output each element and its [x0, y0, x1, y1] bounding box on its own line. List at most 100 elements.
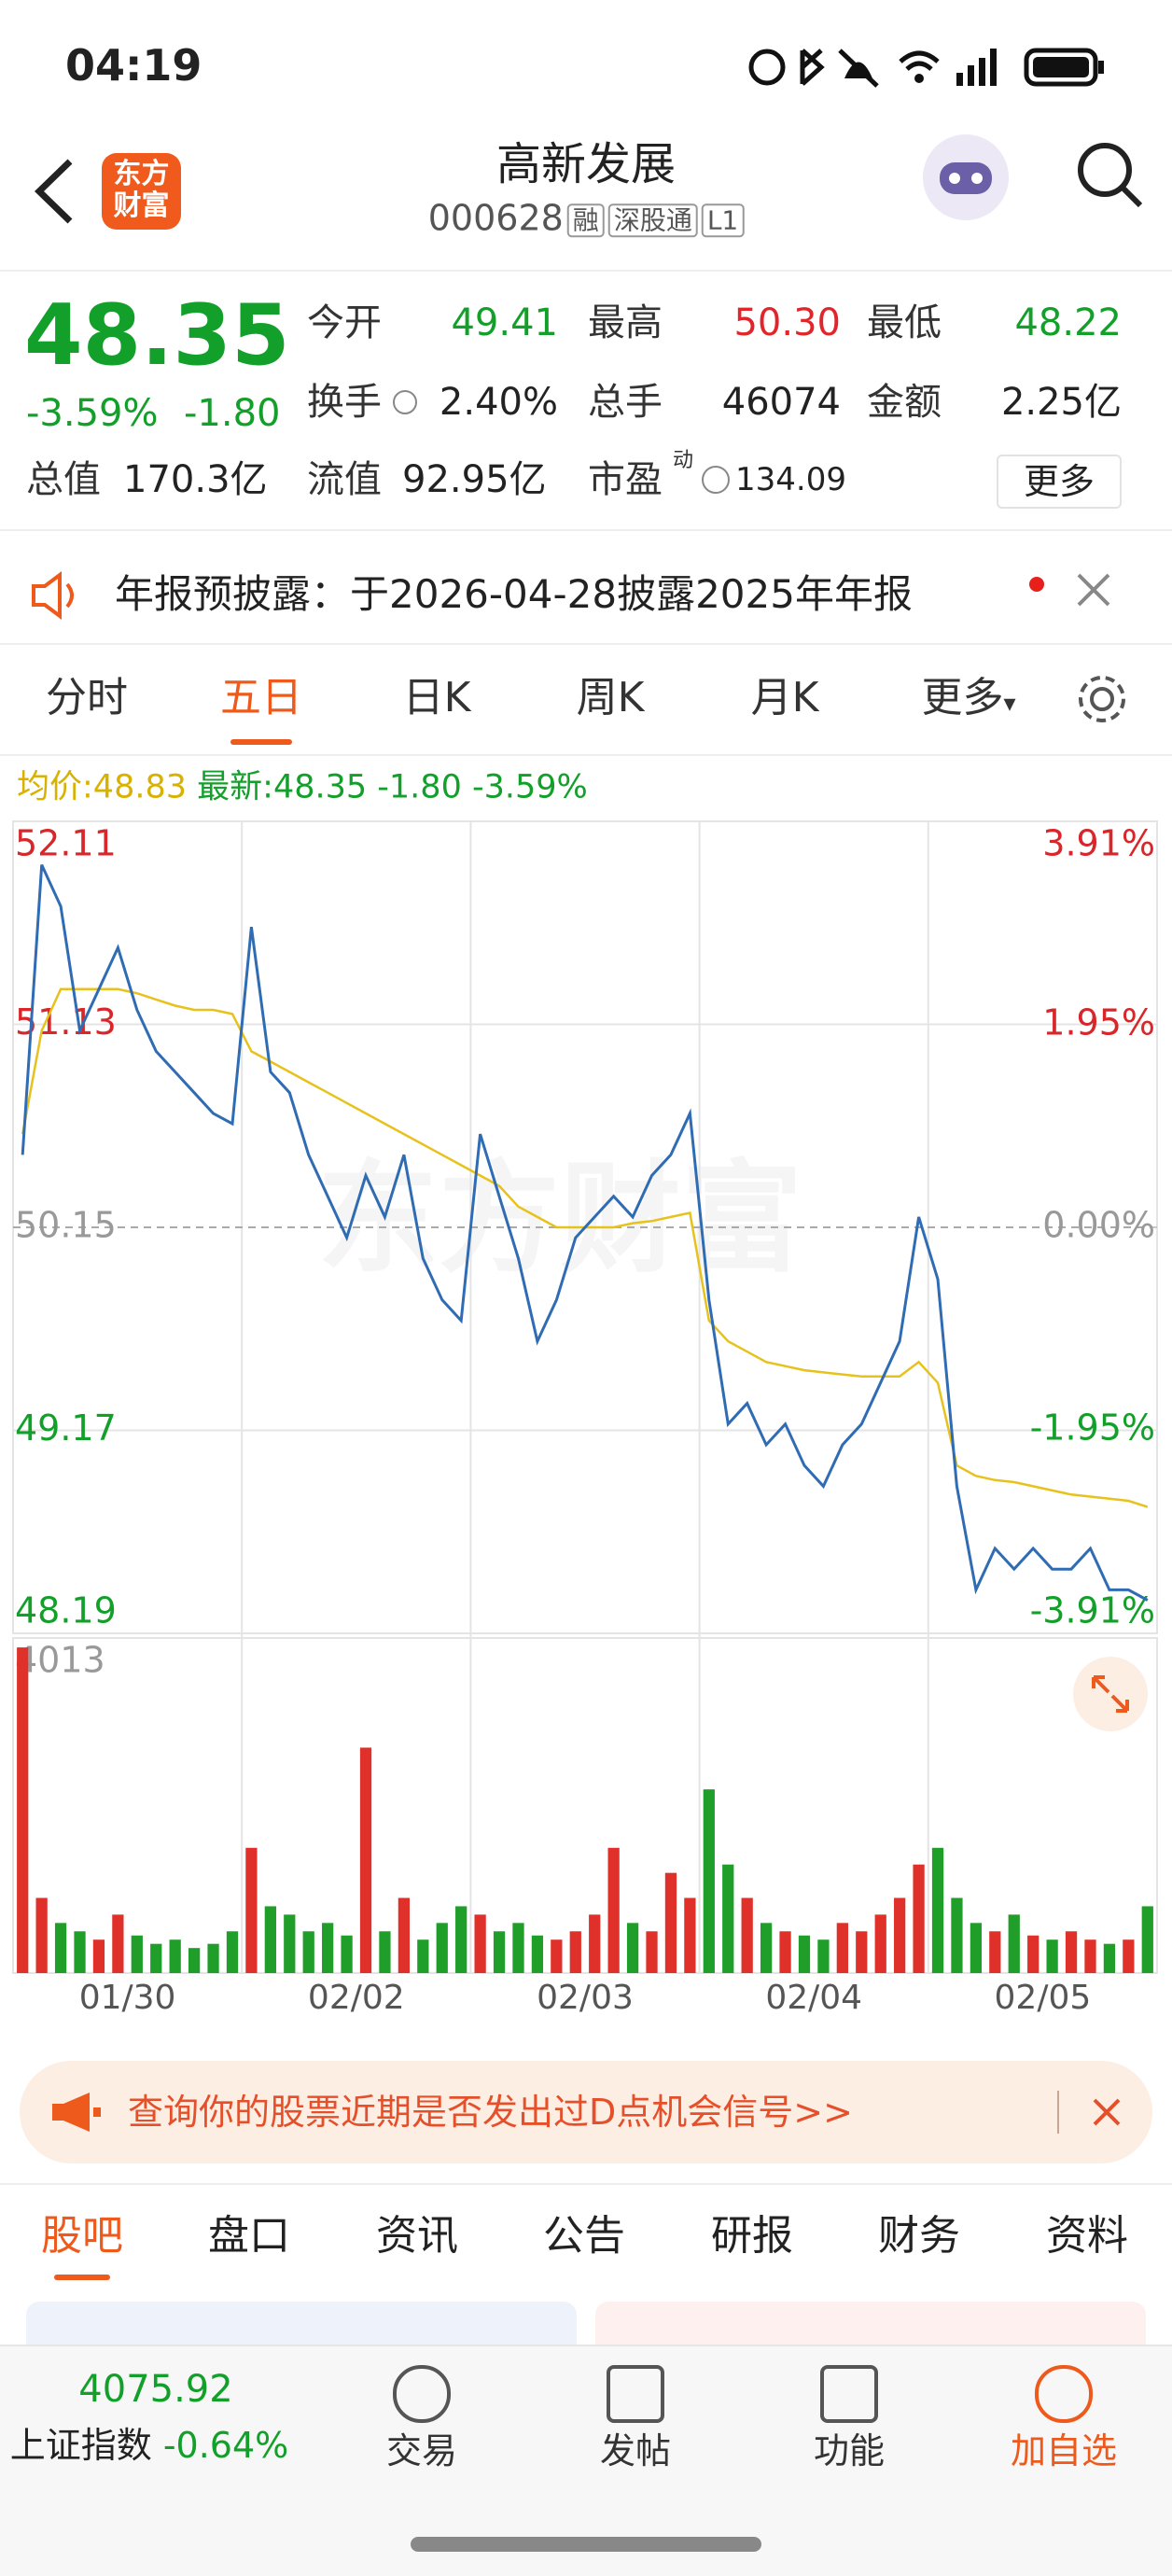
stock-name: 高新发展 — [495, 138, 677, 190]
info-icon[interactable] — [702, 466, 730, 494]
period-tab[interactable]: 分时 — [46, 674, 128, 721]
volume-bar — [207, 1943, 219, 1973]
period-tab[interactable]: 日K — [402, 674, 471, 721]
nav-label[interactable]: 功能 — [813, 2430, 886, 2471]
legend-latest: 48.35 — [272, 768, 368, 806]
volume-bar — [779, 1931, 791, 1973]
section-tab[interactable]: 资讯 — [376, 2212, 458, 2260]
volume-bar — [703, 1789, 715, 1973]
volume-bar — [551, 1939, 563, 1973]
volume-bar — [722, 1864, 734, 1973]
volume-bar — [951, 1897, 963, 1973]
volume-bar — [302, 1931, 314, 1973]
info-icon[interactable] — [393, 390, 417, 414]
volume-bar — [1084, 1939, 1096, 1973]
section-tab[interactable]: 股吧 — [41, 2212, 123, 2260]
x-tick-label: 02/05 — [995, 1979, 1092, 2017]
logo-line: 东方 — [113, 158, 170, 190]
home-indicator — [411, 2537, 761, 2552]
section-tab[interactable]: 盘口 — [208, 2212, 290, 2260]
section-tab[interactable]: 研报 — [711, 2212, 793, 2260]
close-banner[interactable] — [1092, 2097, 1122, 2127]
divider — [0, 529, 1172, 531]
period-tab[interactable]: 月K — [750, 674, 819, 721]
app-logo[interactable]: 东方 财富 — [102, 153, 181, 230]
y2-tick-label: -1.95% — [1030, 1407, 1155, 1448]
period-tab[interactable]: 更多▾ — [921, 674, 1016, 721]
expand-icon — [1092, 1675, 1129, 1713]
change: -1.80 — [184, 392, 281, 435]
volume-bar — [817, 1939, 830, 1973]
speaker-icon — [32, 571, 74, 620]
section-tab[interactable]: 资料 — [1046, 2212, 1128, 2260]
y-tick-label: 49.17 — [15, 1407, 117, 1449]
nav-label[interactable]: 加自选 — [1010, 2430, 1118, 2471]
assistant-avatar[interactable] — [919, 131, 1012, 224]
notice-text[interactable]: 年报预披露：于2026-04-28披露2025年年报 — [115, 571, 913, 617]
divider — [0, 270, 1172, 272]
watermark: 东方财富 — [317, 1148, 802, 1290]
expand-button[interactable] — [1073, 1657, 1148, 1731]
period-tab[interactable]: 五日 — [220, 674, 302, 721]
volume-bar — [379, 1931, 391, 1973]
field-value: 50.30 — [733, 301, 841, 344]
settings-button[interactable] — [1073, 670, 1131, 728]
close-notice[interactable] — [1075, 571, 1112, 609]
legend-change-pct: -3.59% — [471, 768, 588, 806]
volume-bar — [836, 1923, 848, 1973]
more-button[interactable]: 更多 — [997, 455, 1122, 509]
volume-bar — [35, 1897, 48, 1973]
volume-bar — [626, 1923, 639, 1973]
back-button[interactable] — [28, 154, 84, 229]
y-tick-label: 48.19 — [15, 1590, 117, 1631]
stock-code-row: 000628 融深股通 L1 — [428, 200, 745, 237]
volume-bar — [970, 1923, 983, 1973]
status-time: 04:19 — [65, 40, 202, 91]
volume-bar — [169, 1939, 181, 1973]
x-tick-label: 01/30 — [79, 1979, 176, 2017]
banner-text[interactable]: 查询你的股票近期是否发出过D点机会信号>> — [128, 2092, 853, 2133]
logo-line: 财富 — [113, 189, 170, 222]
volume-bar — [569, 1931, 581, 1973]
nav-icon[interactable] — [1035, 2365, 1093, 2423]
volume-bar — [798, 1935, 811, 1973]
stock-tag: 深股通 — [607, 203, 698, 237]
nav-icon[interactable] — [820, 2365, 878, 2423]
section-tab[interactable]: 财务 — [878, 2212, 960, 2260]
section-tab[interactable]: 公告 — [543, 2212, 625, 2260]
separator — [1057, 2091, 1059, 2134]
volume-bar — [512, 1923, 524, 1973]
nav-label[interactable]: 交易 — [385, 2430, 458, 2471]
megaphone-icon — [52, 2093, 101, 2132]
nav-label[interactable]: 发帖 — [599, 2430, 672, 2471]
volume-bar — [245, 1847, 258, 1973]
nav-icon[interactable] — [607, 2365, 664, 2423]
volume-bar — [341, 1935, 353, 1973]
index-name: 上证指数 — [9, 2425, 152, 2466]
volume-bar — [398, 1897, 411, 1973]
nav-icon[interactable] — [393, 2365, 451, 2423]
search-button[interactable] — [1073, 138, 1148, 213]
y2-tick-label: -3.91% — [1030, 1590, 1155, 1631]
volume-bar — [760, 1923, 773, 1973]
divider — [0, 2183, 1172, 2185]
volume-bar — [359, 1747, 372, 1973]
promo-banner[interactable] — [20, 2061, 1152, 2163]
volume-bar — [264, 1906, 276, 1973]
field-value: 92.95亿 — [402, 458, 547, 501]
volume-bar — [226, 1931, 239, 1973]
period-tab[interactable]: 周K — [576, 674, 645, 721]
volume-bar — [874, 1914, 886, 1973]
index-value[interactable]: 4075.92 — [78, 2368, 233, 2411]
volume-bar — [1008, 1914, 1020, 1973]
volume-bar — [913, 1864, 925, 1973]
volume-bar — [894, 1897, 906, 1973]
volume-bar — [54, 1923, 67, 1973]
volume-bar — [1103, 1943, 1116, 1973]
y2-tick-label: 0.00% — [1042, 1205, 1155, 1246]
index-row[interactable]: 上证指数 -0.64% — [10, 2428, 289, 2463]
field-label: 金额 — [867, 381, 942, 424]
volume-frame — [12, 1637, 1158, 1974]
volume-bar — [1027, 1935, 1039, 1973]
